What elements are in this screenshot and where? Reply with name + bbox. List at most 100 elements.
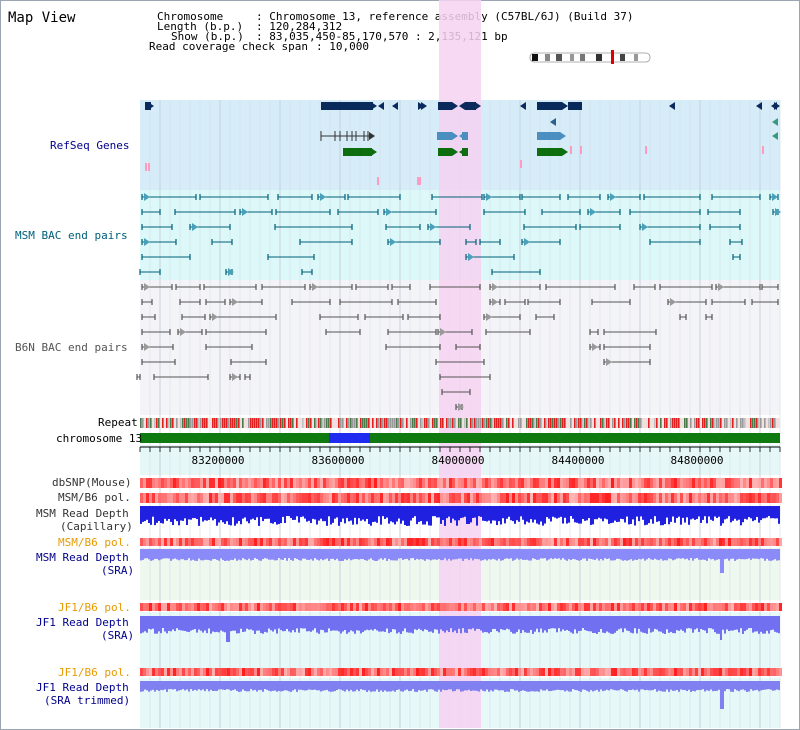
msm-b6-pol-sra-cell xyxy=(383,538,386,546)
jf1-sra-depth-bar xyxy=(224,616,226,633)
jf1-sra-depth-bar xyxy=(318,616,320,634)
chromosome-ideogram[interactable] xyxy=(529,50,651,64)
refseq-genes-label[interactable]: RefSeq Genes xyxy=(50,139,130,152)
jf1-sra-depth-bar xyxy=(692,616,694,633)
jf1-trimmed-depth-bar xyxy=(520,681,522,691)
refseq-gene-features[interactable] xyxy=(145,102,780,185)
jf1-trimmed-depth-bar xyxy=(152,681,154,690)
msm-capillary-depth-bar xyxy=(548,506,550,519)
repeat-segment xyxy=(182,418,184,428)
jf1-b6-pol-cell xyxy=(749,603,752,611)
jf1-sra-depth-bar xyxy=(580,616,582,631)
msm-b6-pol-cell xyxy=(242,493,245,503)
jf1-sra-depth-bar xyxy=(162,616,164,629)
msm-capillary-depth-bar xyxy=(300,506,302,518)
repeat-segment xyxy=(432,418,434,428)
msm-b6-pol-cell xyxy=(584,493,587,503)
b6n-bac-end-pairs-label[interactable]: B6N BAC end pairs xyxy=(15,341,128,354)
dbsnp-cell xyxy=(272,478,275,488)
jf1-b6-pol-cell xyxy=(239,603,242,611)
msm-sra-depth-bar xyxy=(156,549,158,559)
jf1-b6-pol-trimmed-cell xyxy=(545,668,548,676)
jf1-trimmed-depth-bar xyxy=(294,681,296,690)
jf1-trimmed-depth-bar xyxy=(314,681,316,690)
jf1-trimmed-depth-bar xyxy=(280,681,282,692)
jf1-trimmed-depth-bar xyxy=(672,681,674,691)
jf1-b6-pol-cell xyxy=(257,603,260,611)
b6n-bac-end-pair-features[interactable] xyxy=(136,283,779,411)
jf1-sra-depth-bar xyxy=(552,616,554,629)
msm-sra-depth-bar xyxy=(688,549,690,561)
msm-b6-pol-sra-cell xyxy=(512,538,515,546)
msm-b6-pol-cell xyxy=(710,493,713,503)
jf1-trimmed-depth-bar xyxy=(640,681,642,690)
dbsnp-cell xyxy=(641,478,644,488)
jf1-b6-pol-cell xyxy=(176,603,179,611)
repeat-segment xyxy=(460,418,462,428)
msm-b6-pol-cell xyxy=(635,493,638,503)
jf1-b6-pol-cell xyxy=(308,603,311,611)
msm-b6-pol-sra-cell xyxy=(761,538,764,546)
repeat-segment xyxy=(742,418,744,428)
jf1-b6-pol-trimmed-cell xyxy=(572,668,575,676)
msm-sra-depth-bar xyxy=(520,549,522,559)
repeat-segment xyxy=(476,418,478,428)
jf1-trimmed-depth-bar xyxy=(464,681,466,691)
jf1-sra-depth-bar xyxy=(232,616,234,631)
dbsnp-cell xyxy=(353,478,356,488)
msm-capillary-depth-bar xyxy=(650,506,652,520)
jf1-b6-pol-cell xyxy=(341,603,344,611)
msm-capillary-depth-bar xyxy=(654,506,656,517)
jf1-b6-pol-trimmed-cell xyxy=(575,668,578,676)
msm-sra-depth-bar xyxy=(538,549,540,560)
msm-b6-pol-sra-cell xyxy=(236,538,239,546)
jf1-trimmed-depth-bar xyxy=(740,681,742,690)
jf1-b6-pol-cell xyxy=(413,603,416,611)
jf1-sra-depth-bar xyxy=(716,616,718,634)
jf1-sra-depth-bar xyxy=(534,616,536,632)
jf1-b6-pol-cell xyxy=(518,603,521,611)
msm-capillary-depth-bar xyxy=(260,506,262,518)
jf1-b6-pol-trimmed-cell xyxy=(689,668,692,676)
arrow-right xyxy=(475,102,481,110)
msm-b6-pol-sra-cell xyxy=(737,538,740,546)
jf1-trimmed-depth-bar xyxy=(594,681,596,691)
jf1-sra-depth-bar xyxy=(586,616,588,631)
repeat-segment xyxy=(198,418,200,428)
repeat-segment xyxy=(666,418,668,428)
msm-bac-end-pairs-label[interactable]: MSM BAC end pairs xyxy=(15,229,128,242)
msm-b6-pol-sra-cell xyxy=(647,538,650,546)
repeat-segment xyxy=(202,418,204,428)
msm-b6-pol-sra-cell xyxy=(563,538,566,546)
jf1-trimmed-depth-bar xyxy=(588,681,590,692)
jf1-sra-depth-bar xyxy=(188,616,190,633)
jf1-trimmed-depth-bar xyxy=(188,681,190,692)
msm-b6-pol-sra-cell xyxy=(617,538,620,546)
jf1-sra-depth-bar xyxy=(772,616,774,630)
dbsnp-cell xyxy=(698,478,701,488)
jf1-b6-pol-cell xyxy=(719,603,722,611)
msm-capillary-depth-bar xyxy=(202,506,204,522)
repeat-segment xyxy=(222,418,224,428)
msm-capillary-depth-bar xyxy=(536,506,538,524)
jf1-trimmed-depth-bar xyxy=(242,681,244,690)
jf1-b6-pol-trimmed-cell xyxy=(254,668,257,676)
msm-b6-pol-sra-cell xyxy=(305,538,308,546)
msm-b6-pol-cell xyxy=(485,493,488,503)
jf1-trimmed-depth-bar xyxy=(680,681,682,690)
arrow-right xyxy=(452,102,458,110)
jf1-sra-depth-bar xyxy=(182,616,184,631)
repeat-segment xyxy=(386,418,388,428)
jf1-b6-pol-cell xyxy=(287,603,290,611)
msm-capillary-depth-bar xyxy=(396,506,398,522)
jf1-sra-depth-bar xyxy=(404,616,406,629)
msm-capillary-depth-bar xyxy=(764,506,766,519)
jf1-b6-pol-cell xyxy=(356,603,359,611)
msm-b6-pol-sra-cell xyxy=(368,538,371,546)
msm-bac-end-pair-features[interactable] xyxy=(139,193,781,276)
msm-capillary-depth-bar xyxy=(630,506,632,524)
jf1-trimmed-depth-bar xyxy=(232,681,234,691)
jf1-sra-depth-bar xyxy=(668,616,670,633)
msm-b6-pol-cell xyxy=(197,493,200,503)
